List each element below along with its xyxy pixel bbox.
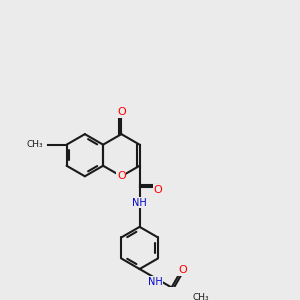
Text: CH₃: CH₃: [193, 293, 209, 300]
Text: O: O: [117, 107, 126, 117]
Text: O: O: [117, 171, 126, 181]
Text: CH₃: CH₃: [26, 140, 43, 149]
Text: O: O: [153, 185, 162, 195]
Text: O: O: [178, 265, 187, 275]
Text: NH: NH: [148, 277, 163, 287]
Text: NH: NH: [132, 198, 147, 208]
